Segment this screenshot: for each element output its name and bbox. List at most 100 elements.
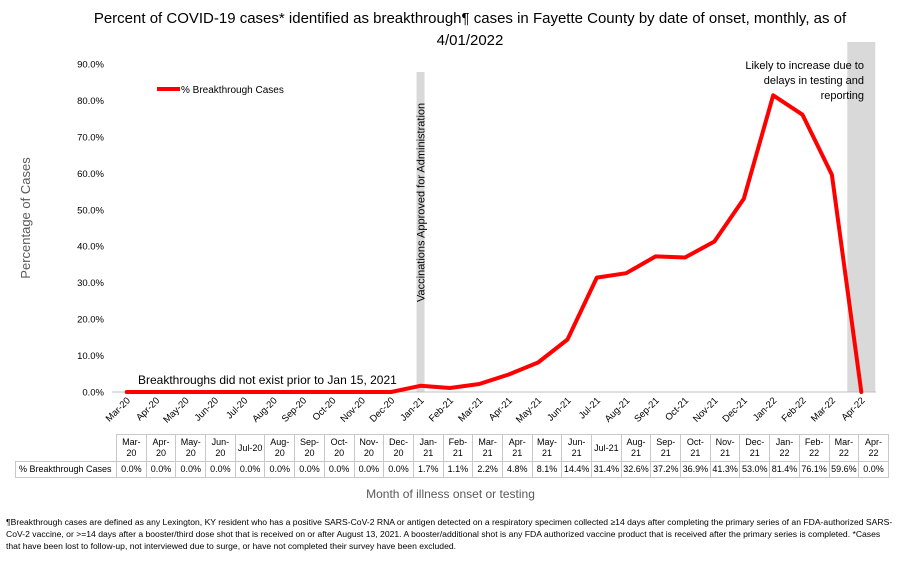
table-month-header-text: Apr- — [508, 437, 526, 447]
data-point — [301, 390, 305, 394]
x-tick-label: Mar-20 — [104, 395, 133, 424]
x-tick-label: Jun-20 — [193, 395, 221, 423]
x-tick-label: Aug-20 — [250, 395, 279, 424]
table-month-header-text: 21 — [690, 448, 701, 458]
table-month-header-text: 21 — [452, 448, 463, 458]
data-point — [183, 390, 187, 394]
data-point — [742, 197, 746, 201]
table-value-cell: 0.0% — [323, 461, 355, 478]
table-month-header-text: Dec- — [745, 437, 765, 447]
table-month-header-text: May- — [536, 437, 557, 447]
table-value-cell: 0.0% — [205, 461, 236, 478]
no-breakthrough-annotation: Breakthroughs did not exist prior to Jan… — [138, 373, 397, 387]
table-month-header: Jul-21 — [591, 434, 622, 462]
data-point — [125, 390, 129, 394]
table-month-header-text: Oct- — [686, 437, 704, 447]
table-month-header-text: 22 — [779, 448, 790, 458]
x-tick-label: Apr-22 — [839, 395, 867, 423]
table-month-header-text: 21 — [720, 448, 731, 458]
table-value-cell: 0.0% — [145, 461, 177, 478]
data-point — [448, 386, 452, 390]
data-point — [507, 373, 511, 377]
footnote: ¶Breakthrough cases are defined as any L… — [6, 517, 893, 551]
table-month-header-text: 20 — [334, 448, 345, 458]
table-month-header-text: Mar- — [834, 437, 854, 447]
y-tick-label: 20.0% — [77, 315, 104, 326]
table-month-header-text: Apr- — [152, 437, 170, 447]
table-month-header-text: 21 — [482, 448, 493, 458]
table-month-header-text: Mar- — [122, 437, 141, 447]
series-line-breakthrough — [124, 93, 864, 394]
table-value-cell: 37.2% — [650, 461, 682, 478]
data-point — [419, 384, 423, 388]
data-point — [389, 390, 393, 394]
data-point — [330, 390, 334, 394]
table-month-header-text: Aug- — [626, 437, 646, 447]
table-value-cell: 1.7% — [412, 461, 444, 478]
likely-increase-annotation: reporting — [821, 90, 864, 102]
table-value-cell: 4.8% — [501, 461, 533, 478]
table-month-header: Jan- 21 — [412, 434, 444, 462]
data-point — [859, 390, 863, 394]
table-month-header-text: 21 — [660, 448, 671, 458]
data-point — [654, 254, 658, 258]
table-value-cell: 14.4% — [561, 461, 592, 478]
x-tick-label: Apr-20 — [134, 395, 162, 423]
x-tick-label: May-21 — [514, 395, 544, 425]
table-month-header-text: 21 — [631, 448, 642, 458]
table-value-cell: 0.0% — [383, 461, 414, 478]
table-month-header-text: May- — [180, 437, 201, 447]
data-point — [595, 276, 599, 280]
table-month-header-text: Nov- — [715, 437, 735, 447]
table-value-cell: 81.4% — [769, 461, 800, 478]
table-month-header-text: Jul-21 — [594, 442, 619, 453]
x-tick-label: Mar-21 — [456, 395, 485, 424]
x-tick-label: Jul-21 — [577, 395, 603, 421]
data-point — [536, 360, 540, 364]
table-values-row: % Breakthrough Cases 0.0% 0.0% 0.0% 0.0% 0.0%… — [15, 461, 889, 478]
table-month-header: Feb- 22 — [798, 434, 830, 462]
likely-increase-annotation: Likely to increase due to — [745, 60, 864, 72]
y-axis-title: Percentage of Cases — [18, 157, 33, 279]
table-corner — [15, 434, 117, 462]
table-month-header-text: 21 — [512, 448, 523, 458]
table-month-header: Mar- 21 — [472, 434, 503, 462]
table-month-header-text: Aug- — [270, 437, 290, 447]
table-month-header-text: 20 — [156, 448, 167, 458]
y-tick-label: 90.0% — [77, 60, 104, 71]
table-month-header: Apr- 22 — [858, 434, 889, 462]
x-tick-label: Sep-21 — [632, 395, 661, 424]
table-value-cell: 2.2% — [472, 461, 503, 478]
table-month-header: Mar- 20 — [116, 434, 147, 462]
data-point — [712, 239, 716, 243]
table-month-header-text: 20 — [363, 448, 374, 458]
table-month-header-text: 22 — [809, 448, 820, 458]
table-month-header: Nov- 21 — [709, 434, 741, 462]
table-month-header: Jul-20 — [234, 434, 266, 462]
table-month-header: Jan- 22 — [769, 434, 800, 462]
table-month-header: Jun- 21 — [561, 434, 592, 462]
table-month-header-text: Apr- — [865, 437, 883, 447]
data-point — [242, 390, 246, 394]
chart-title: Percent of COVID-19 cases* identified as… — [93, 10, 847, 49]
table-value-cell: 41.3% — [709, 461, 741, 478]
table-month-header: Dec- 20 — [383, 434, 414, 462]
x-tick-label: Dec-21 — [720, 395, 749, 424]
x-tick-label: May-20 — [161, 395, 191, 425]
table-month-header: Nov- 20 — [353, 434, 385, 462]
y-tick-label: 60.0% — [77, 169, 104, 180]
table-month-header: May- 21 — [531, 434, 563, 462]
table-month-header-text: 21 — [541, 448, 552, 458]
x-tick-label: Mar-22 — [809, 395, 838, 424]
y-tick-label: 40.0% — [77, 242, 104, 253]
x-tick-label: Jul-20 — [224, 395, 250, 421]
table-month-header: May- 20 — [175, 434, 207, 462]
table-month-header-text: Sep- — [299, 437, 319, 447]
y-tick-label: 70.0% — [77, 132, 104, 143]
x-tick-label: Feb-21 — [427, 395, 456, 424]
table-value-cell: 8.1% — [531, 461, 563, 478]
x-tick-label: Aug-21 — [603, 395, 632, 424]
vaccination-annotation: Vaccinations Approved for Administration — [416, 103, 428, 302]
data-point — [801, 113, 805, 117]
table-value-cell: 0.0% — [116, 461, 147, 478]
